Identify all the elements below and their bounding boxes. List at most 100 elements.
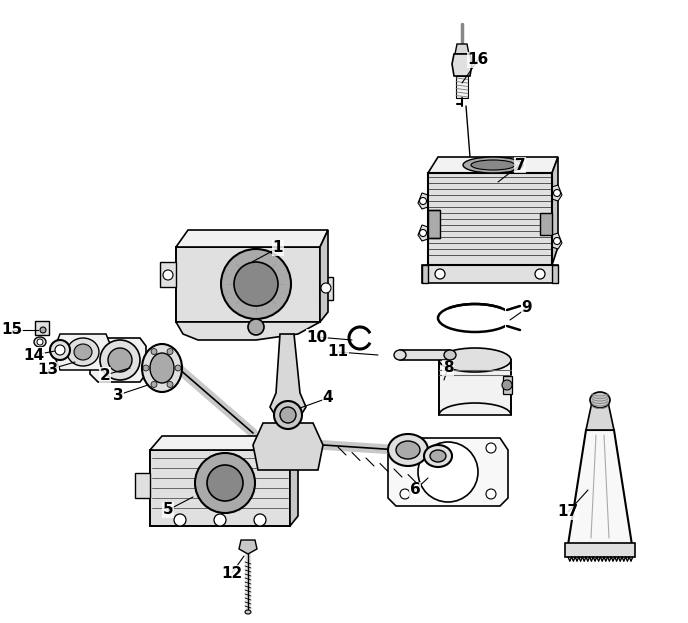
- Polygon shape: [270, 334, 306, 423]
- Text: 2: 2: [100, 368, 110, 383]
- Bar: [428, 210, 440, 238]
- Circle shape: [254, 514, 266, 526]
- Text: 13: 13: [37, 363, 58, 378]
- Circle shape: [418, 442, 478, 502]
- Polygon shape: [428, 173, 552, 265]
- Circle shape: [37, 339, 43, 345]
- Circle shape: [420, 229, 427, 237]
- Polygon shape: [505, 302, 523, 334]
- Polygon shape: [56, 334, 110, 370]
- Circle shape: [214, 514, 226, 526]
- Ellipse shape: [463, 157, 523, 173]
- Ellipse shape: [74, 344, 92, 360]
- Polygon shape: [422, 265, 428, 283]
- Ellipse shape: [50, 340, 70, 360]
- Polygon shape: [586, 402, 614, 430]
- Bar: [565, 543, 635, 557]
- Ellipse shape: [424, 445, 452, 467]
- Polygon shape: [388, 438, 508, 506]
- Polygon shape: [160, 262, 176, 287]
- Bar: [422, 265, 558, 283]
- Circle shape: [554, 189, 561, 196]
- Circle shape: [151, 381, 157, 388]
- Circle shape: [195, 453, 255, 513]
- Text: 1: 1: [272, 240, 283, 255]
- Polygon shape: [418, 193, 428, 209]
- Ellipse shape: [430, 450, 446, 462]
- Text: 16: 16: [467, 52, 488, 67]
- Text: 10: 10: [306, 330, 327, 345]
- Polygon shape: [455, 44, 469, 54]
- Ellipse shape: [34, 337, 46, 347]
- Polygon shape: [452, 54, 472, 76]
- Ellipse shape: [108, 348, 132, 372]
- Circle shape: [151, 348, 157, 354]
- Circle shape: [280, 407, 296, 423]
- Circle shape: [400, 443, 410, 453]
- Polygon shape: [428, 157, 558, 173]
- Polygon shape: [552, 233, 562, 249]
- Circle shape: [248, 319, 264, 335]
- Circle shape: [400, 489, 410, 499]
- Text: 12: 12: [222, 566, 243, 581]
- Circle shape: [554, 237, 561, 244]
- Text: 9: 9: [522, 300, 533, 315]
- Text: 5: 5: [162, 503, 173, 518]
- Ellipse shape: [142, 344, 182, 392]
- Bar: [503, 376, 512, 394]
- Polygon shape: [90, 338, 146, 382]
- Ellipse shape: [150, 353, 174, 383]
- Polygon shape: [290, 436, 298, 526]
- Bar: [439, 360, 511, 415]
- Ellipse shape: [590, 392, 610, 408]
- Polygon shape: [239, 540, 257, 554]
- Polygon shape: [176, 230, 328, 247]
- Circle shape: [486, 489, 496, 499]
- Circle shape: [321, 283, 331, 293]
- Polygon shape: [568, 430, 632, 545]
- Circle shape: [167, 381, 173, 388]
- Circle shape: [274, 401, 302, 429]
- Polygon shape: [552, 157, 558, 265]
- Polygon shape: [150, 436, 298, 450]
- Polygon shape: [320, 230, 328, 322]
- Circle shape: [163, 270, 173, 280]
- Circle shape: [486, 443, 496, 453]
- Circle shape: [420, 197, 427, 204]
- Ellipse shape: [438, 304, 512, 332]
- Text: 3: 3: [113, 388, 123, 402]
- Polygon shape: [320, 277, 333, 300]
- Polygon shape: [176, 247, 320, 322]
- Polygon shape: [176, 322, 320, 340]
- Circle shape: [435, 269, 445, 279]
- Bar: [428, 173, 552, 265]
- Text: 15: 15: [1, 323, 23, 338]
- Circle shape: [502, 380, 512, 390]
- Polygon shape: [135, 473, 150, 498]
- Bar: [35, 321, 49, 335]
- Ellipse shape: [100, 340, 140, 380]
- Ellipse shape: [55, 345, 65, 355]
- Ellipse shape: [439, 348, 511, 372]
- Bar: [540, 213, 552, 235]
- Text: 11: 11: [327, 345, 349, 359]
- Text: 17: 17: [557, 505, 579, 520]
- Bar: [400, 350, 450, 360]
- Ellipse shape: [388, 434, 428, 466]
- Circle shape: [167, 348, 173, 354]
- Ellipse shape: [67, 338, 99, 366]
- Circle shape: [221, 249, 291, 319]
- Circle shape: [175, 365, 181, 371]
- Circle shape: [234, 262, 278, 306]
- Polygon shape: [552, 185, 562, 201]
- Circle shape: [535, 269, 545, 279]
- Ellipse shape: [394, 350, 406, 360]
- Circle shape: [207, 465, 243, 501]
- Circle shape: [174, 514, 186, 526]
- Ellipse shape: [471, 160, 515, 170]
- Text: 8: 8: [442, 361, 453, 376]
- Polygon shape: [418, 225, 428, 241]
- Text: 14: 14: [23, 348, 45, 363]
- Bar: [456, 76, 468, 98]
- Ellipse shape: [444, 350, 456, 360]
